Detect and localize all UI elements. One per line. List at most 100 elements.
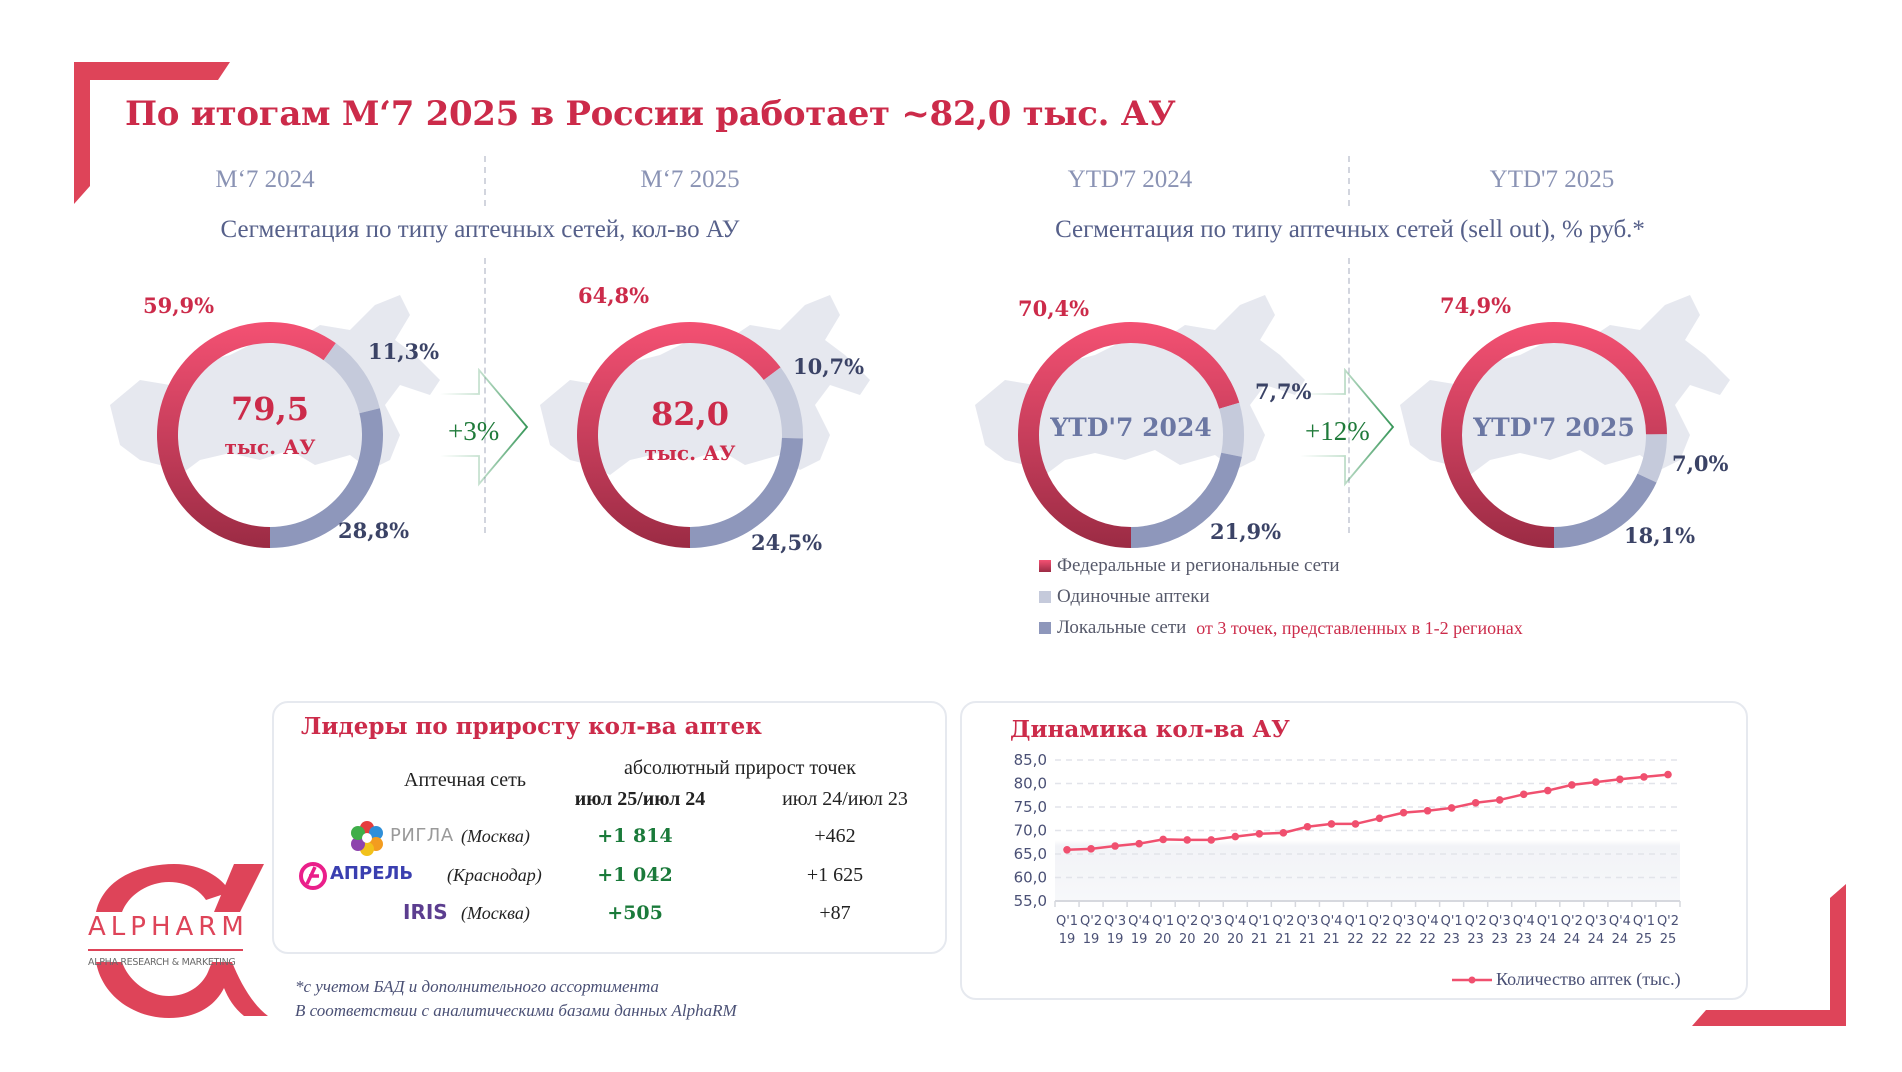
data-point xyxy=(1159,835,1167,844)
period-label-ytd7-2024: YTD'7 2024 xyxy=(1067,166,1193,193)
rigla-logo-icon xyxy=(351,821,383,856)
divider-left-bottom xyxy=(484,258,486,533)
x-tick-label-year: 23 xyxy=(1515,932,1532,947)
pct-local-m7-2025: 24,5% xyxy=(751,530,823,555)
y-tick-label: 55,0 xyxy=(1014,892,1047,910)
donut-segment-local xyxy=(1554,473,1657,548)
leaders-row-aprel: АПРЕЛЬ (Краснодар) +1 042 +1 625 xyxy=(280,857,940,895)
x-tick-label: Q'2 xyxy=(1465,914,1487,929)
data-point xyxy=(1640,773,1648,781)
chart-legend-label: Количество аптек (тыс.) xyxy=(1496,969,1681,989)
growth-right-value: +12% xyxy=(1305,416,1370,446)
data-point xyxy=(1471,798,1480,807)
x-tick-label: Q'3 xyxy=(1200,914,1222,929)
leaders-row-current: +1 042 xyxy=(597,864,673,886)
donut-segment-single xyxy=(763,367,803,439)
data-point xyxy=(1207,836,1216,844)
pct-single-m7-2024: 11,3% xyxy=(368,339,440,364)
y-tick-label: 60,0 xyxy=(1014,869,1047,887)
x-tick-label-year: 22 xyxy=(1347,932,1364,947)
alpharm-logo-name: ALPHARM xyxy=(88,912,249,942)
legend-note-local: от 3 точек, представленных в 1-2 региона… xyxy=(1196,617,1523,638)
x-tick-label: Q'1 xyxy=(1537,914,1559,929)
leaders-col-previous: июл 24/июл 23 xyxy=(782,788,908,810)
rigla-brand: РИГЛА xyxy=(390,825,454,846)
x-tick-label-year: 19 xyxy=(1083,932,1100,947)
chart-legend: Количество аптек (тыс.) xyxy=(1452,969,1681,990)
x-tick-label: Q'1 xyxy=(1441,914,1463,929)
x-tick-label-year: 23 xyxy=(1443,932,1460,947)
x-tick-label-year: 24 xyxy=(1588,932,1605,947)
data-point xyxy=(1664,770,1672,779)
x-tick-label: Q'2 xyxy=(1080,914,1102,929)
pct-local-m7-2024: 28,8% xyxy=(338,518,410,543)
x-tick-label-year: 19 xyxy=(1107,932,1124,947)
donut-segment-single xyxy=(1637,434,1667,483)
donut-segment-federal xyxy=(156,321,336,548)
legend-item-local: Локальные сети от 3 точек, представленны… xyxy=(1039,617,1523,639)
divider-right-top xyxy=(1348,156,1350,206)
pct-federal-m7-2025: 64,8% xyxy=(578,283,650,308)
pct-federal-m7-2024: 59,9% xyxy=(143,293,215,318)
growth-left-value: +3% xyxy=(448,416,500,446)
x-tick-label: Q'1 xyxy=(1056,914,1078,929)
data-point xyxy=(1447,804,1456,812)
x-tick-label-year: 22 xyxy=(1419,932,1436,947)
donut-segment-single xyxy=(1219,402,1244,457)
x-tick-label: Q'1 xyxy=(1633,914,1655,929)
dynamics-chart-title: Динамика кол-ва АУ xyxy=(1010,716,1290,743)
line-chart: 85,0 80,0 75,0 70,0 65,0 60,0 55,0 Q'1 19 Q'2 19 Q'… xyxy=(1014,751,1681,947)
data-point xyxy=(1375,814,1384,823)
x-tick-label-year: 21 xyxy=(1275,932,1292,947)
pct-local-ytd7-2024: 21,9% xyxy=(1210,519,1282,544)
leaders-row-previous: +462 xyxy=(814,825,856,847)
pct-federal-ytd7-2025: 74,9% xyxy=(1440,293,1512,318)
x-tick-label: Q'2 xyxy=(1272,914,1294,929)
donut-chart-m7-2025 xyxy=(577,322,803,548)
footnote-2: В соответствии с аналитическими базами д… xyxy=(295,1001,737,1020)
period-label-m7-2025: М‘7 2025 xyxy=(640,166,740,193)
x-tick-label: Q'3 xyxy=(1489,914,1511,929)
data-point xyxy=(1519,790,1528,799)
data-point xyxy=(1592,778,1600,786)
page-title: По итогам М‘7 2025 в России работает ~82… xyxy=(125,94,1176,134)
x-tick-label-year: 21 xyxy=(1323,932,1340,947)
x-tick-label-year: 20 xyxy=(1227,932,1244,947)
x-tick-label-year: 23 xyxy=(1491,932,1508,947)
donut-center-unit-1: тыс. АУ xyxy=(224,435,316,459)
donut-chart-ytd7-2025 xyxy=(1441,322,1667,548)
period-label-ytd7-2025: YTD'7 2025 xyxy=(1489,166,1615,193)
pct-single-ytd7-2025: 7,0% xyxy=(1672,451,1729,476)
data-point xyxy=(1111,842,1119,850)
x-tick-label-year: 19 xyxy=(1059,932,1076,947)
leaders-col-group: абсолютный прирост точек xyxy=(623,757,857,779)
leaders-row-city: (Москва) xyxy=(461,903,530,923)
x-tick-label-year: 22 xyxy=(1371,932,1388,947)
alpharm-logo-icon xyxy=(96,864,268,1018)
y-tick-label: 75,0 xyxy=(1014,798,1047,816)
x-tick-label: Q'4 xyxy=(1128,914,1150,929)
series-line xyxy=(1066,773,1669,852)
x-tick-label-year: 25 xyxy=(1660,932,1677,947)
x-tick-label: Q'2 xyxy=(1657,914,1679,929)
leaders-card-title: Лидеры по приросту кол-ва аптек xyxy=(301,713,762,740)
x-tick-label: Q'2 xyxy=(1561,914,1583,929)
donut-center-value-1: 79,5 xyxy=(231,390,309,428)
data-point xyxy=(1399,808,1408,817)
left-section-subtitle: Сегментация по типу аптечных сетей, кол-… xyxy=(220,216,740,243)
donut-segment-local xyxy=(270,408,383,548)
donut-chart-m7-2024 xyxy=(156,321,383,548)
data-point xyxy=(1543,786,1552,795)
x-tick-label: Q'3 xyxy=(1585,914,1607,929)
data-point xyxy=(1423,806,1432,815)
legend-item-single: Одиночные аптеки xyxy=(1039,586,1210,608)
y-tick-label: 80,0 xyxy=(1014,775,1047,793)
y-tick-label: 70,0 xyxy=(1014,822,1047,840)
x-tick-label: Q'4 xyxy=(1417,914,1439,929)
donut-segment-single xyxy=(323,343,380,414)
x-tick-label-year: 21 xyxy=(1299,932,1316,947)
pct-federal-ytd7-2024: 70,4% xyxy=(1018,296,1090,321)
footnote-1: *с учетом БАД и дополнительного ассортим… xyxy=(295,977,659,996)
x-tick-label-year: 19 xyxy=(1131,932,1148,947)
x-tick-label-year: 24 xyxy=(1540,932,1557,947)
